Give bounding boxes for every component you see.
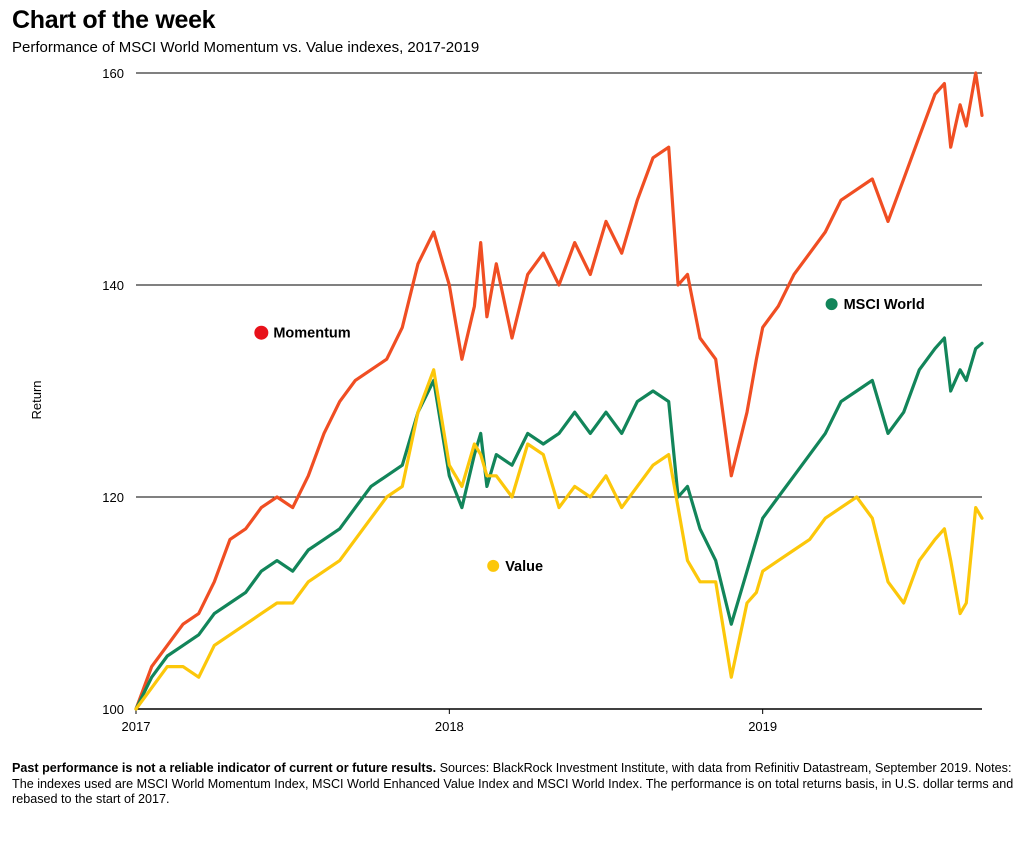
- series-lines: [134, 71, 984, 711]
- footnote-disclaimer: Past performance is not a reliable indic…: [12, 761, 437, 775]
- line-chart: 100 120 140 160 2017 2018 2019 Return Momentu…: [29, 66, 984, 734]
- x-tick-label: 2019: [748, 719, 777, 734]
- series-line-momentum: [134, 71, 984, 711]
- x-tick-label: 2018: [435, 719, 464, 734]
- y-tick-label: 100: [102, 702, 124, 717]
- series-annotations: Momentum MSCI World Value: [254, 297, 925, 575]
- momentum-marker-icon: [254, 325, 269, 340]
- footnote: Past performance is not a reliable indic…: [12, 761, 1017, 808]
- value-label: Value: [505, 559, 543, 575]
- value-marker-icon: [487, 559, 500, 572]
- x-axis-ticks: 2017 2018 2019: [122, 709, 777, 734]
- msci-world-marker-icon: [825, 298, 838, 311]
- y-tick-label: 140: [102, 278, 124, 293]
- y-tick-label: 120: [102, 490, 124, 505]
- y-tick-label: 160: [102, 66, 124, 81]
- momentum-label: Momentum: [273, 326, 350, 342]
- chart-subtitle: Performance of MSCI World Momentum vs. V…: [12, 39, 480, 56]
- msci-world-label: MSCI World: [844, 297, 925, 313]
- series-line-value: [134, 368, 984, 711]
- y-axis-ticks: 100 120 140 160: [102, 66, 124, 717]
- chart-title: Chart of the week: [12, 6, 216, 34]
- series-line-msci-world: [134, 336, 984, 711]
- x-tick-label: 2017: [122, 719, 151, 734]
- y-axis-label: Return: [29, 380, 44, 419]
- footnote-sources: Sources: BlackRock Investment Institute,…: [12, 761, 1014, 806]
